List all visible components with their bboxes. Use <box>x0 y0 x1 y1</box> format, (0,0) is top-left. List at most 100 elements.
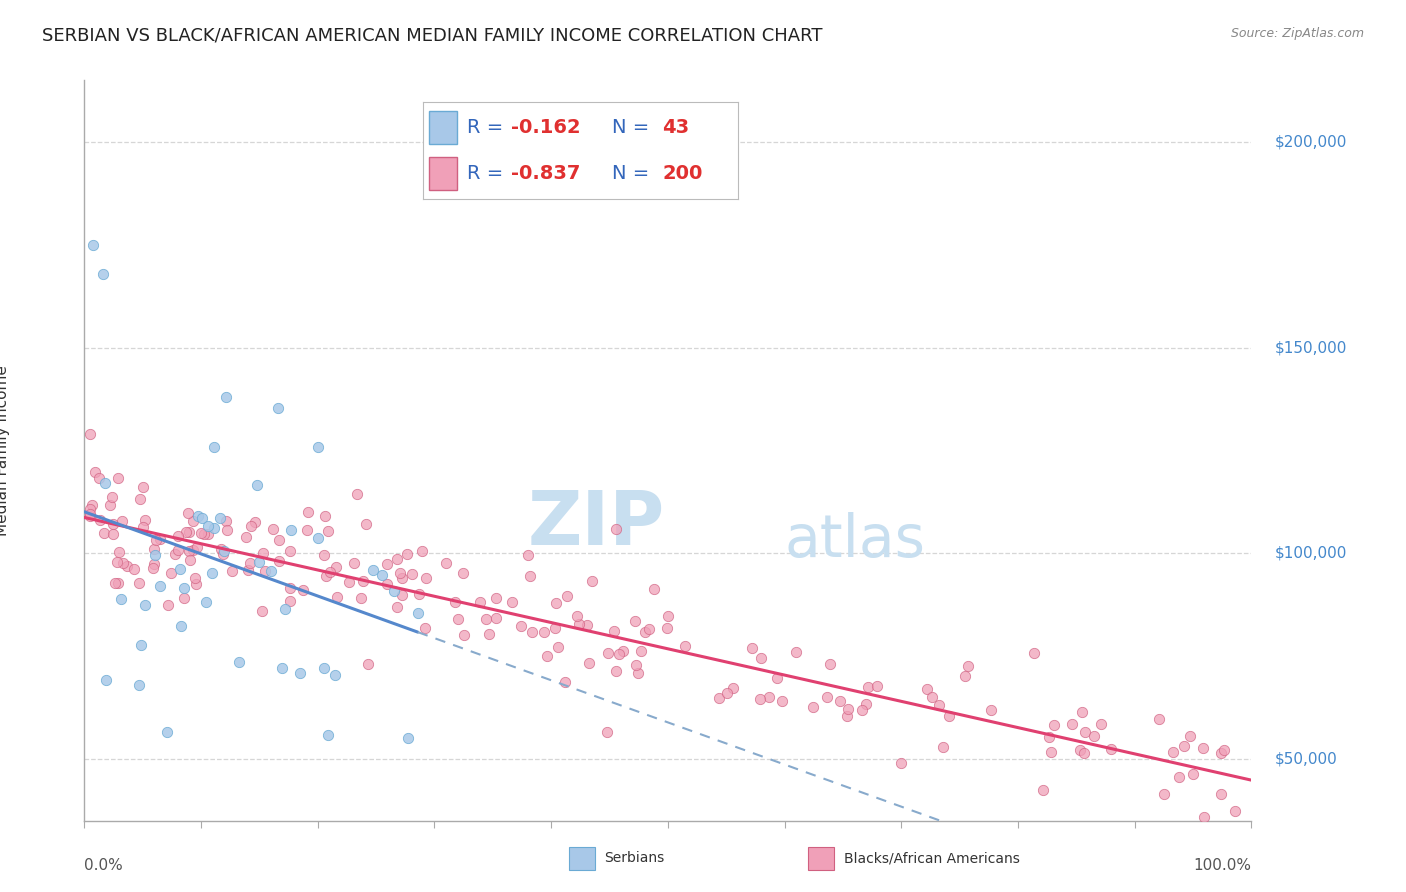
Text: $50,000: $50,000 <box>1275 751 1337 766</box>
Point <box>79 502 101 516</box>
Text: ZIP: ZIP <box>527 488 665 561</box>
Point <box>108 545 131 559</box>
Point <box>980 703 1002 717</box>
Point <box>607 647 630 661</box>
Point <box>1042 718 1064 732</box>
Point <box>129 638 152 652</box>
Point <box>581 574 603 589</box>
Point <box>1161 745 1184 759</box>
Point <box>815 690 838 705</box>
Point <box>1073 746 1095 760</box>
Point <box>179 544 201 558</box>
Point <box>267 554 290 568</box>
Point <box>167 529 190 543</box>
Point <box>1032 783 1054 797</box>
Point <box>252 546 274 560</box>
Point <box>766 671 789 685</box>
Point <box>312 549 335 563</box>
Point <box>385 600 408 615</box>
Point <box>337 574 360 589</box>
Point <box>200 566 222 581</box>
Point <box>179 553 201 567</box>
Point <box>169 562 191 576</box>
Point <box>818 657 841 672</box>
Point <box>1180 729 1202 743</box>
Point <box>105 555 128 569</box>
Point <box>181 514 204 528</box>
Point <box>451 566 474 580</box>
Point <box>325 560 347 574</box>
Point <box>177 506 200 520</box>
Point <box>316 524 339 538</box>
Point <box>391 588 413 602</box>
Point <box>179 525 201 540</box>
Point <box>673 640 696 654</box>
Point <box>837 702 859 716</box>
Point <box>212 547 235 561</box>
Point <box>143 549 166 563</box>
Point <box>501 594 523 608</box>
Point <box>828 694 851 708</box>
Point <box>921 690 943 705</box>
Point <box>605 522 627 536</box>
Point <box>79 508 101 523</box>
Point <box>749 691 772 706</box>
Point <box>167 543 190 558</box>
Point <box>406 607 429 621</box>
Point <box>253 564 276 578</box>
Point <box>215 390 238 404</box>
Point <box>94 476 117 491</box>
Point <box>319 565 342 579</box>
Point <box>145 533 167 547</box>
Point <box>408 587 430 601</box>
Point <box>1069 743 1091 757</box>
Point <box>346 487 368 501</box>
Point <box>546 596 568 610</box>
Point <box>576 618 599 632</box>
Point <box>1038 730 1060 744</box>
Point <box>197 518 219 533</box>
Point <box>186 576 208 591</box>
Point <box>131 520 153 534</box>
Point <box>1040 745 1063 759</box>
Text: $100,000: $100,000 <box>1275 546 1347 561</box>
Text: $150,000: $150,000 <box>1275 340 1347 355</box>
Point <box>155 724 177 739</box>
Point <box>856 681 879 695</box>
Point <box>79 426 101 441</box>
Point <box>112 556 135 570</box>
Point <box>176 525 198 540</box>
Point <box>447 612 470 626</box>
Point <box>193 526 215 541</box>
Point <box>187 508 209 523</box>
Point <box>82 237 104 252</box>
Point <box>149 532 172 546</box>
Point <box>260 564 283 578</box>
Point <box>181 542 204 557</box>
Point <box>520 625 543 640</box>
Point <box>110 591 132 606</box>
Point <box>278 594 301 608</box>
Point <box>1223 804 1246 818</box>
Point <box>375 557 398 571</box>
Point <box>128 678 150 692</box>
Point <box>186 541 208 555</box>
Point <box>453 628 475 642</box>
Point <box>215 514 238 528</box>
Point <box>1181 767 1204 781</box>
Point <box>122 562 145 576</box>
Point <box>236 563 259 577</box>
Point <box>269 533 291 548</box>
Point <box>326 591 349 605</box>
Point <box>157 598 180 612</box>
Point <box>375 577 398 591</box>
Point <box>603 624 626 639</box>
Point <box>280 523 302 537</box>
Point <box>80 498 103 512</box>
Point <box>612 644 634 658</box>
Point <box>93 267 115 281</box>
Point <box>357 657 380 671</box>
Point <box>1194 810 1216 824</box>
Point <box>103 527 125 541</box>
Point <box>356 516 378 531</box>
